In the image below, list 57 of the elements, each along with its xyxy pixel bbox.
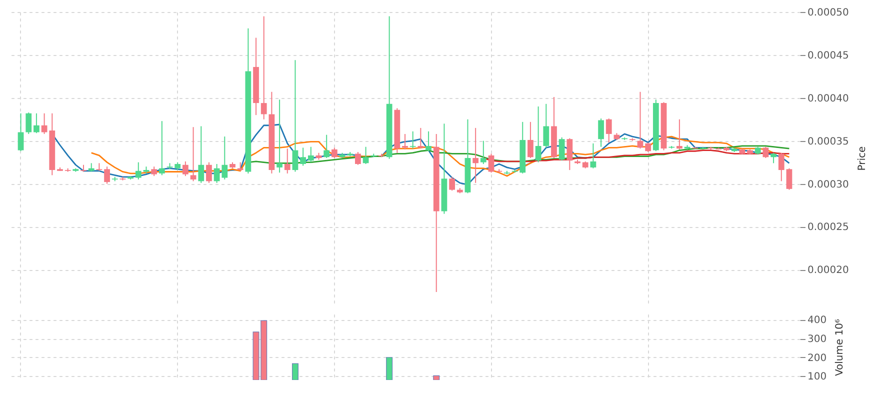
candlestick xyxy=(362,146,369,165)
candlestick xyxy=(676,118,682,150)
candlestick xyxy=(182,160,188,177)
candlestick xyxy=(260,16,267,120)
candlestick xyxy=(472,127,479,184)
y-tick-label: 0.00035 xyxy=(808,136,849,148)
candlestick xyxy=(331,147,338,158)
candlestick xyxy=(645,142,652,152)
candlestick xyxy=(535,106,542,163)
y-tick-label: 0.00020 xyxy=(808,265,849,276)
candlestick xyxy=(558,136,565,162)
y-tick-label: 300 xyxy=(808,334,827,346)
candlestick xyxy=(284,148,290,174)
candlestick xyxy=(410,130,416,150)
candlestick xyxy=(190,126,196,182)
candlestick xyxy=(606,118,612,144)
candlestick xyxy=(18,112,24,152)
y-tick-label: 0.00040 xyxy=(808,93,849,104)
candlestick xyxy=(426,130,432,152)
y-tick-label: 0.00045 xyxy=(808,50,849,62)
candlestick xyxy=(135,162,142,180)
candlestick xyxy=(543,103,550,148)
y-tick-label: 200 xyxy=(808,352,827,364)
candlestick xyxy=(300,147,306,166)
candlestick xyxy=(198,126,204,184)
candlestick xyxy=(206,162,212,184)
candlestick xyxy=(480,140,486,165)
candlestick xyxy=(762,146,769,158)
y-tick-label: 400 xyxy=(808,315,827,326)
candlestick xyxy=(449,176,455,192)
candlestick xyxy=(402,133,408,150)
y-tick-label: 0.00030 xyxy=(808,179,849,190)
y-tick-label: 100 xyxy=(808,372,827,383)
candlestick xyxy=(566,138,573,171)
candlestick xyxy=(778,152,784,182)
candlestick xyxy=(770,152,776,164)
y-tick-label: 0.00050 xyxy=(808,8,849,18)
candlestick xyxy=(355,151,361,166)
candlestick xyxy=(96,162,102,172)
candlestick xyxy=(104,166,110,184)
candlestick xyxy=(276,99,282,174)
candlestick xyxy=(324,134,330,158)
candlestick xyxy=(488,153,494,174)
candlestick xyxy=(34,112,40,134)
candlestick xyxy=(292,60,298,172)
candlestick xyxy=(26,112,32,134)
candlestick xyxy=(158,120,165,176)
candlestick xyxy=(151,166,158,177)
candlestick xyxy=(786,168,792,190)
y-tick-label: 0.00025 xyxy=(808,222,849,234)
candlestick xyxy=(308,146,314,163)
candlestick xyxy=(590,142,596,169)
y-axis-title: Volume 10⁶ xyxy=(834,318,846,376)
candlestick xyxy=(598,118,604,148)
candlestick xyxy=(528,121,534,158)
candlestick xyxy=(418,127,424,150)
y-axis-title: Price xyxy=(856,146,868,171)
